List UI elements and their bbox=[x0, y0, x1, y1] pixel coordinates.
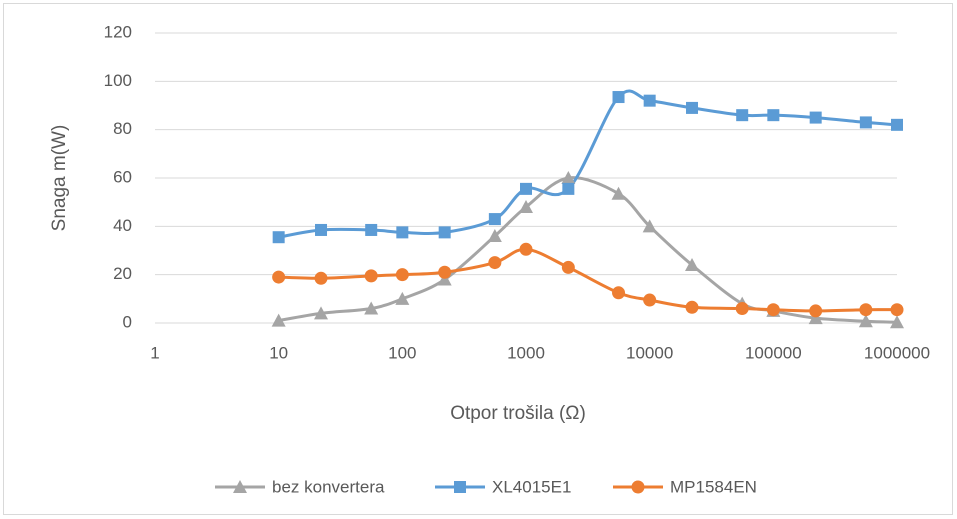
marker bbox=[736, 109, 749, 122]
marker bbox=[364, 301, 379, 315]
marker bbox=[612, 286, 626, 300]
marker bbox=[488, 213, 501, 226]
y-tick-label: 80 bbox=[113, 119, 132, 138]
marker bbox=[519, 200, 533, 213]
series-line bbox=[278, 247, 898, 313]
marker bbox=[859, 116, 872, 129]
marker bbox=[686, 101, 699, 114]
x-tick-label: 1000 bbox=[507, 343, 545, 362]
marker bbox=[809, 304, 823, 318]
marker bbox=[395, 268, 409, 282]
marker bbox=[643, 293, 657, 307]
marker bbox=[767, 109, 780, 122]
x-tick-label: 10000 bbox=[626, 343, 673, 362]
marker bbox=[685, 300, 699, 314]
legend-label: bez konvertera bbox=[272, 477, 385, 496]
marker bbox=[766, 303, 780, 317]
x-tick-label: 1000000 bbox=[864, 343, 930, 362]
marker bbox=[561, 171, 576, 184]
marker bbox=[519, 242, 533, 256]
marker bbox=[520, 182, 532, 195]
marker bbox=[438, 226, 451, 239]
marker bbox=[858, 314, 873, 328]
x-tick-label: 1 bbox=[150, 343, 159, 362]
marker bbox=[561, 260, 575, 274]
marker bbox=[395, 291, 410, 305]
x-tick-label: 10 bbox=[269, 343, 288, 362]
legend-marker bbox=[631, 480, 645, 494]
marker bbox=[611, 186, 626, 200]
marker bbox=[859, 303, 873, 317]
marker bbox=[437, 272, 452, 286]
marker bbox=[272, 231, 285, 244]
marker bbox=[809, 111, 822, 124]
y-tick-label: 100 bbox=[104, 71, 132, 90]
marker bbox=[364, 269, 378, 283]
y-tick-label: 120 bbox=[104, 22, 132, 41]
marker bbox=[315, 223, 328, 236]
marker bbox=[890, 303, 904, 317]
marker bbox=[487, 229, 502, 242]
marker bbox=[891, 118, 903, 131]
marker bbox=[314, 306, 329, 320]
marker bbox=[271, 313, 286, 327]
legend-label: XL4015E1 bbox=[492, 477, 571, 496]
series-line bbox=[278, 89, 898, 239]
x-axis-title: Otpor trošila (Ω) bbox=[450, 403, 586, 424]
chart-frame bbox=[3, 3, 953, 515]
legend-marker bbox=[233, 480, 247, 493]
x-tick-label: 100 bbox=[388, 343, 416, 362]
legend-marker bbox=[454, 481, 466, 493]
marker bbox=[612, 91, 625, 104]
x-tick-label: 100000 bbox=[745, 343, 802, 362]
marker bbox=[488, 256, 502, 270]
y-tick-label: 0 bbox=[123, 312, 132, 331]
marker bbox=[365, 223, 378, 236]
y-tick-label: 20 bbox=[113, 264, 132, 283]
legend-label: MP1584EN bbox=[670, 477, 757, 496]
marker bbox=[642, 219, 657, 233]
y-tick-label: 40 bbox=[113, 216, 132, 235]
marker bbox=[890, 315, 904, 329]
marker bbox=[314, 271, 328, 285]
marker bbox=[735, 302, 749, 315]
marker bbox=[562, 182, 575, 195]
series-line bbox=[278, 176, 898, 324]
marker bbox=[643, 94, 656, 107]
marker bbox=[808, 311, 823, 325]
marker bbox=[438, 265, 452, 279]
y-tick-label: 60 bbox=[113, 167, 132, 186]
marker bbox=[685, 258, 700, 271]
y-axis-title: Snaga m(W) bbox=[49, 125, 70, 232]
marker bbox=[396, 226, 409, 239]
marker bbox=[272, 270, 286, 284]
